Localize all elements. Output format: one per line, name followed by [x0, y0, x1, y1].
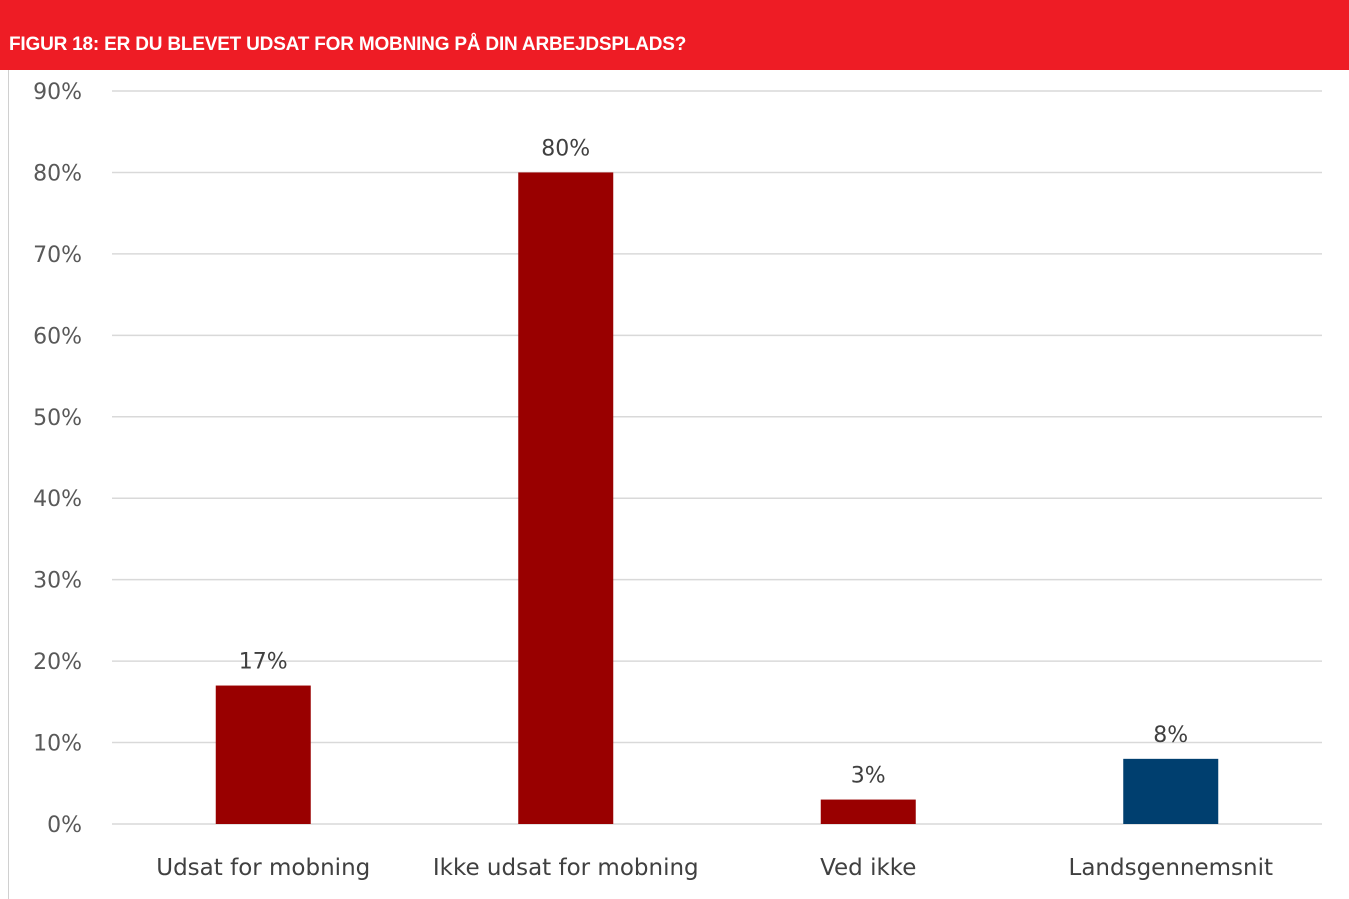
y-tick-label: 20%: [33, 650, 82, 675]
category-label: Udsat for mobning: [156, 855, 370, 881]
data-label: 8%: [1153, 723, 1188, 748]
bar-0: [215, 685, 311, 824]
figure-title: FIGUR 18: ER DU BLEVET UDSAT FOR MOBNING…: [9, 34, 687, 55]
left-border-line: [8, 70, 9, 899]
y-tick-label: 50%: [33, 406, 82, 431]
category-label: Ved ikke: [820, 855, 916, 881]
bar-3: [1123, 758, 1219, 824]
x-axis-category-labels: Udsat for mobning Ikke udsat for mobning V…: [156, 855, 1273, 881]
y-tick-label: 10%: [33, 732, 82, 757]
category-label: Ikke udsat for mobning: [433, 855, 699, 881]
y-tick-label: 60%: [33, 324, 82, 349]
figure-header: FIGUR 18: ER DU BLEVET UDSAT FOR MOBNING…: [0, 0, 1349, 70]
data-label: 17%: [239, 650, 288, 675]
y-axis-tick-labels: 0% 10% 20% 30% 40% 50% 60% 70% 80% 90%: [33, 80, 82, 838]
category-label: Landsgennemsnit: [1069, 855, 1274, 881]
data-label: 3%: [851, 764, 886, 789]
gridlines: [112, 90, 1322, 825]
data-labels: 17% 80% 3% 8%: [239, 136, 1188, 788]
bar-2: [820, 799, 916, 824]
y-tick-label: 0%: [47, 813, 82, 838]
y-tick-label: 30%: [33, 569, 82, 594]
y-tick-label: 90%: [33, 80, 82, 105]
bars: [215, 172, 1219, 824]
bar-1: [518, 172, 614, 824]
y-tick-label: 70%: [33, 243, 82, 268]
y-tick-label: 40%: [33, 487, 82, 512]
y-tick-label: 80%: [33, 161, 82, 186]
data-label: 80%: [541, 136, 590, 161]
